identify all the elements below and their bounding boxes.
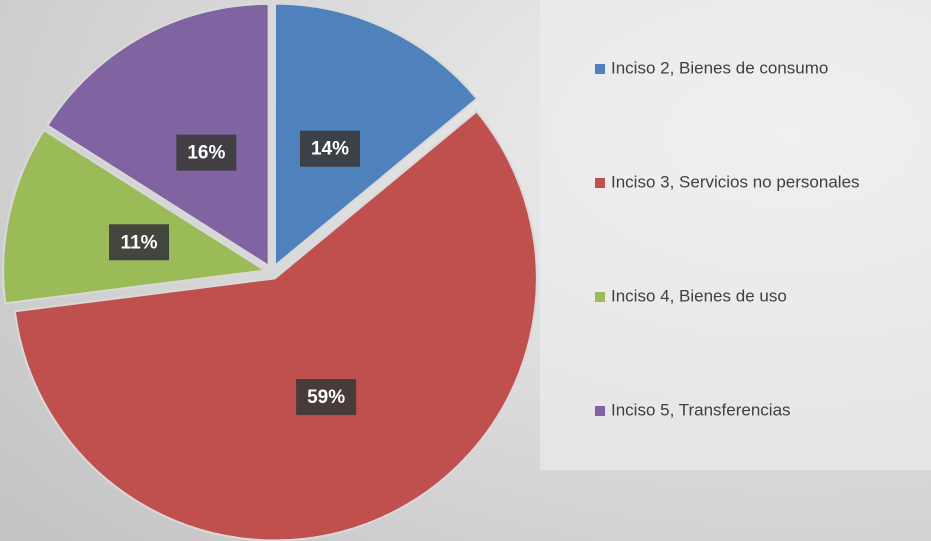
legend-label: Inciso 3, Servicios no personales: [611, 172, 860, 191]
data-label-box: [176, 134, 237, 171]
legend-swatch: [595, 292, 605, 302]
data-label-box: [300, 130, 361, 167]
legend-label: Inciso 2, Bienes de consumo: [611, 58, 828, 77]
data-label: 59%: [307, 387, 345, 408]
pie-slice: [2, 128, 269, 305]
data-label: 14%: [311, 139, 349, 160]
legend-swatch: [595, 178, 605, 188]
legend-swatch: [595, 406, 605, 416]
legend-label: Inciso 5, Transferencias: [611, 400, 791, 419]
data-label-box: [109, 224, 170, 261]
legend-label: Inciso 4, Bienes de uso: [611, 286, 787, 305]
data-label-box: [296, 379, 357, 416]
data-label: 11%: [121, 232, 158, 253]
legend-swatch: [595, 64, 605, 74]
data-label: 16%: [187, 143, 225, 164]
pie-slice: [273, 2, 479, 268]
pie-slice: [46, 2, 270, 268]
pie-slice: [13, 110, 538, 541]
legend-box: [540, 0, 931, 470]
